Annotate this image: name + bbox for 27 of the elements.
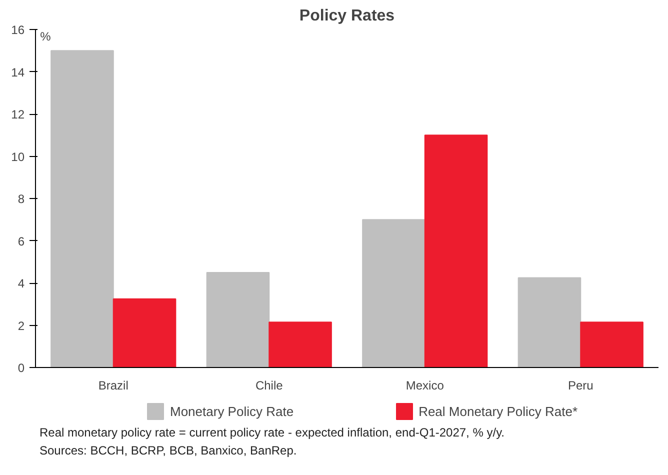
- y-tick-label: 12: [11, 108, 25, 122]
- y-tick-label: 4: [18, 276, 25, 290]
- text: Real monetary policy rate = current policy rate - expected inflation, end-Q1-2027, % y/y.: [40, 426, 505, 440]
- x-tick-label: Mexico: [406, 378, 444, 392]
- y-tick-label: 14: [11, 65, 25, 80]
- y-tick-label: 16: [11, 23, 25, 37]
- legend-label: Real Monetary Policy Rate*: [418, 404, 578, 418]
- y-axis-title: %: [40, 30, 52, 44]
- bar: [206, 272, 270, 368]
- x-tick-label: Brazil: [98, 378, 128, 392]
- source-note: Sources: BCCH, BCRP, BCB, Banxico, BanRep.: [40, 444, 297, 458]
- bar: [518, 277, 582, 368]
- x-tick-label: Peru: [568, 378, 594, 392]
- bar: [362, 219, 426, 368]
- legend-label: Monetary Policy Rate: [170, 404, 294, 418]
- bar: [112, 298, 176, 368]
- y-tick-label: 0: [18, 361, 25, 375]
- x-tick-label: Chile: [255, 378, 284, 392]
- y-tick-label: 6: [18, 234, 25, 248]
- bar: [50, 50, 114, 368]
- chart-title: Policy Rates: [299, 8, 395, 24]
- bar: [580, 322, 644, 368]
- bar: [424, 134, 488, 368]
- y-tick-label: 2: [18, 318, 25, 333]
- y-tick-label: 8: [18, 192, 25, 206]
- bar: [268, 322, 332, 368]
- y-tick-label: 10: [11, 150, 25, 164]
